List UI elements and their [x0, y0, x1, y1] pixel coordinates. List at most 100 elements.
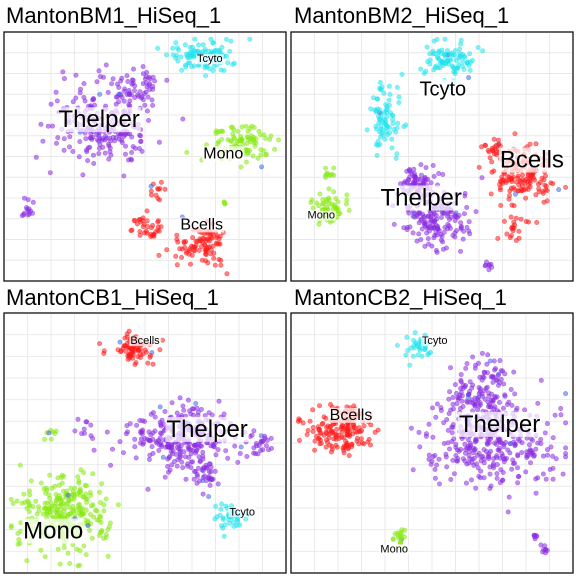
cell-point-thelper — [517, 438, 523, 444]
cell-point-bcells — [144, 208, 150, 214]
cell-point-thelper — [414, 238, 420, 244]
cell-point-thelper — [121, 450, 127, 456]
cell-point-bcells — [147, 354, 153, 360]
cell-point-mono — [88, 512, 94, 518]
cell-point-thelper — [465, 437, 471, 443]
cell-point-bcells — [150, 361, 156, 367]
cell-point-thelper — [446, 411, 452, 417]
cell-point-thelper — [156, 139, 162, 145]
cell-point-tcyto — [192, 36, 198, 42]
cell-point-thelper — [451, 436, 457, 442]
cell-point-bcells — [536, 186, 542, 192]
cell-point-thelper — [115, 81, 121, 87]
cell-point-mono — [26, 509, 32, 515]
cell-point-thelper — [164, 77, 170, 83]
cell-point-tcyto — [442, 36, 448, 42]
cell-point-thelper — [494, 471, 500, 477]
cell-point-thelper — [142, 102, 148, 108]
cell-point-thelper — [101, 74, 107, 80]
cell-point-tcyto — [387, 130, 393, 136]
cell-point-thelper — [455, 455, 461, 461]
cell-point-thelper — [461, 228, 467, 234]
cell-point-tcyto — [220, 516, 226, 522]
cell-point-mono — [272, 146, 278, 152]
cell-point-thelper — [406, 167, 412, 173]
cell-point-mono — [267, 137, 273, 143]
cell-point-mono — [41, 436, 47, 442]
cell-point-tcyto — [440, 62, 446, 68]
cell-point-thelper — [193, 450, 199, 456]
cell-point-thelper — [490, 379, 496, 385]
cell-point-mono — [314, 200, 320, 206]
cell-point-mono — [336, 211, 342, 217]
cell-point-tcyto — [213, 47, 219, 53]
cell-point-thelper — [492, 404, 498, 410]
cell-point-thelper — [462, 458, 468, 464]
cell-point-bcells — [488, 191, 494, 197]
cell-point-thelper — [169, 400, 175, 406]
cell-point-thelper — [122, 86, 128, 92]
cell-point-thelper — [464, 205, 470, 211]
cell-point-thelper — [237, 450, 243, 456]
cell-point-tcyto — [377, 129, 383, 135]
cell-point-thelper — [185, 397, 191, 403]
cell-point-thelper — [433, 222, 439, 228]
cell-point-thelper — [206, 494, 212, 500]
cell-point-bcells — [518, 216, 524, 222]
cell-point-thelper — [105, 89, 111, 95]
cell-point-thelper — [144, 69, 150, 75]
cell-point-tcyto — [403, 122, 409, 128]
cell-point-tcyto — [170, 45, 176, 51]
cell-point-mono — [54, 507, 60, 513]
cell-point-thelper — [538, 436, 544, 442]
cell-point-tcyto — [228, 38, 234, 44]
cell-point-tcyto — [389, 145, 395, 151]
cell-point-thelper — [99, 137, 105, 143]
cell-point-tcyto — [191, 63, 197, 69]
cell-point-mono — [67, 560, 73, 566]
cell-point-thelper — [563, 445, 569, 451]
cluster-label-bcells: Bcells — [180, 216, 223, 233]
cell-point-thelper — [67, 144, 73, 150]
cell-point-thelper — [443, 454, 449, 460]
panel-mantonbm2: MantonBM2_HiSeq_1 Tcyto Bcells Thelper Mono — [290, 3, 574, 282]
cell-point-tcyto — [377, 80, 383, 86]
cell-point-thelper — [88, 422, 94, 428]
cell-point-mono — [84, 499, 90, 505]
cell-point-thelper — [96, 145, 102, 151]
cell-point-mono — [83, 491, 89, 497]
cell-point-thelper — [512, 443, 518, 449]
cell-point-thelper — [507, 450, 513, 456]
cell-point-thelper — [512, 391, 518, 397]
cell-point-mono — [99, 481, 105, 487]
cell-point-bcells — [304, 432, 310, 438]
cell-point-thelper — [452, 213, 458, 219]
cell-point-thelper — [481, 369, 487, 375]
cell-point-thelper — [498, 368, 504, 374]
cell-point-mono — [42, 554, 48, 560]
cell-point-bcells — [137, 216, 143, 222]
cell-point-mono — [33, 498, 39, 504]
cell-point-tcyto — [373, 123, 379, 129]
cell-point-bcells — [323, 437, 329, 443]
cell-point-tcyto — [461, 67, 467, 73]
cell-point-tcyto — [209, 49, 215, 55]
cell-point-thelper — [527, 447, 533, 453]
cell-point-mono — [331, 189, 337, 195]
cell-point-tcyto — [410, 337, 416, 343]
cell-point-thelper — [479, 350, 485, 356]
cell-point-thelper — [511, 369, 517, 375]
cell-point-thelper — [423, 165, 429, 171]
cell-point-thelper — [134, 422, 140, 428]
cell-point-mono — [219, 128, 225, 134]
cell-point-bcells — [533, 141, 539, 147]
cell-point-tcyto — [386, 97, 392, 103]
cell-point-thelper — [464, 224, 470, 230]
cell-point-thelper — [146, 456, 152, 462]
cell-point-tcyto — [375, 139, 381, 145]
cell-point-thelper — [438, 407, 444, 413]
cell-point-tcyto — [364, 127, 370, 133]
cell-point-thelper — [188, 451, 194, 457]
cell-point-tcyto — [394, 342, 400, 348]
cell-point-thelper — [465, 394, 471, 400]
